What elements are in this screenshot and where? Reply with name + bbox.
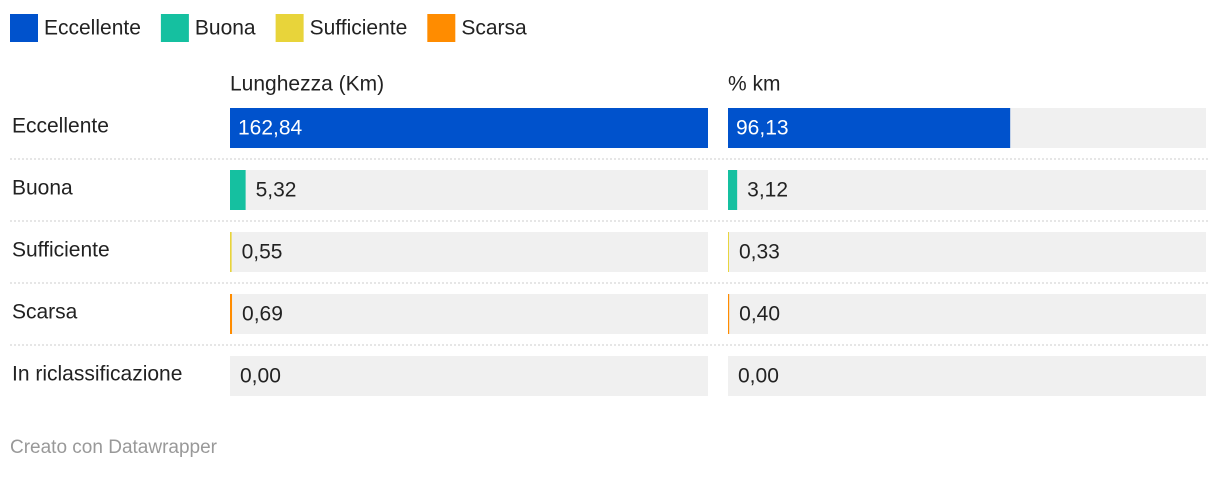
value-label: 0,00 <box>738 365 779 388</box>
value-label: 162,84 <box>238 117 303 140</box>
bar <box>230 232 232 272</box>
bar-background <box>728 294 1206 334</box>
bar <box>230 170 246 210</box>
row-label: In riclassificazione <box>12 363 182 386</box>
footer: Creato con Datawrapper <box>10 437 218 458</box>
bar-background <box>230 294 708 334</box>
legend-label: Buona <box>195 17 256 40</box>
value-label: 0,40 <box>739 303 780 326</box>
value-label: 0,69 <box>242 303 283 326</box>
legend-label: Eccellente <box>44 17 141 40</box>
bar-background <box>728 356 1206 396</box>
bar-background <box>230 356 708 396</box>
legend-label: Scarsa <box>461 17 527 40</box>
bar-background <box>230 170 708 210</box>
value-label: 0,00 <box>240 365 281 388</box>
row-label: Scarsa <box>12 301 78 324</box>
row-label: Eccellente <box>12 115 109 138</box>
bar-background <box>728 232 1206 272</box>
bar <box>728 294 730 334</box>
bar <box>230 108 708 148</box>
value-label: 5,32 <box>256 179 297 202</box>
row-label: Buona <box>12 177 73 200</box>
value-label: 0,55 <box>242 241 283 264</box>
bar-background <box>728 170 1206 210</box>
value-label: 0,33 <box>739 241 780 264</box>
legend-swatch <box>10 14 38 42</box>
legend-swatch <box>427 14 456 42</box>
bar <box>230 294 233 334</box>
row-label: Sufficiente <box>12 239 110 262</box>
value-label: 96,13 <box>736 117 789 140</box>
bar <box>728 108 1011 148</box>
legend-swatch <box>160 14 189 42</box>
value-label: 3,12 <box>747 179 788 202</box>
column-header: Lunghezza (Km) <box>230 73 384 96</box>
bar <box>728 170 738 210</box>
bar <box>728 232 729 272</box>
column-header: % km <box>728 73 781 96</box>
bar-background <box>230 232 708 272</box>
legend-swatch <box>275 14 304 42</box>
legend-label: Sufficiente <box>310 17 408 40</box>
